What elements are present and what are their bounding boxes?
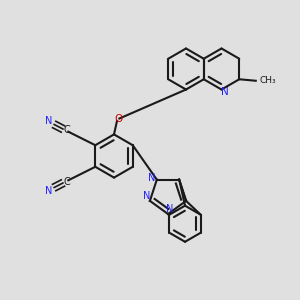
Text: N: N	[166, 204, 173, 214]
Text: C: C	[63, 125, 70, 135]
Text: N: N	[221, 87, 229, 97]
Text: N: N	[148, 173, 155, 183]
Text: N: N	[143, 191, 151, 201]
Text: C: C	[63, 177, 70, 187]
Text: O: O	[114, 113, 123, 124]
Text: CH₃: CH₃	[260, 76, 276, 85]
Text: N: N	[44, 116, 52, 127]
Text: N: N	[44, 185, 52, 196]
